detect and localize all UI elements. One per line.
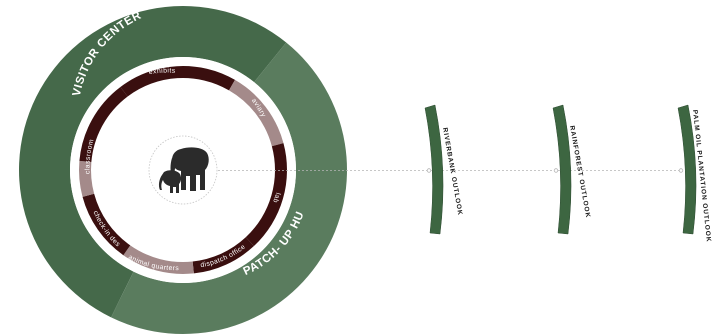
facility-segments (79, 66, 288, 274)
segment-label-exhibits: exhibits (148, 68, 176, 77)
segment-label-lab: lab (271, 192, 281, 204)
segment-aviary[interactable] (229, 79, 284, 147)
connector-node-rainforest (553, 168, 559, 173)
segment-label-classroom: classroom (84, 138, 95, 174)
outlook-palm-oil-marker[interactable] (677, 104, 697, 235)
segment-dispatch-office[interactable] (192, 237, 254, 274)
outlook-riverbank-label: RIVERBANK OUTLOOK (441, 127, 463, 216)
visitor-center-zone[interactable] (19, 5, 287, 318)
outlook-palm-oil-plantation[interactable]: PALM OIL PLANTATION OUTLOOK (677, 104, 712, 243)
outlook-connectors (218, 168, 684, 173)
segment-exhibits[interactable] (120, 66, 235, 97)
segment-classroom[interactable] (79, 86, 128, 162)
hub-rings: VISITOR CENTER PATCH- UP HUB exhibits av… (0, 0, 348, 334)
outlook-riverbank-marker[interactable] (424, 104, 444, 235)
segment-animal-quarters[interactable] (123, 245, 194, 274)
segment-lab[interactable] (245, 143, 288, 247)
outlook-rainforest[interactable]: RAINFOREST OUTLOOK (552, 104, 591, 235)
segment-check-in-desk[interactable] (82, 193, 131, 256)
patch-up-hub-zone[interactable] (111, 42, 348, 334)
outlook-rainforest-marker[interactable] (552, 104, 572, 235)
outlook-rainforest-label: RAINFOREST OUTLOOK (568, 125, 591, 219)
segment-entrance[interactable] (79, 160, 95, 197)
elephant-family-icon (158, 147, 209, 193)
connector-node-riverbank (426, 168, 432, 173)
connector-node-palm-oil (678, 168, 684, 173)
